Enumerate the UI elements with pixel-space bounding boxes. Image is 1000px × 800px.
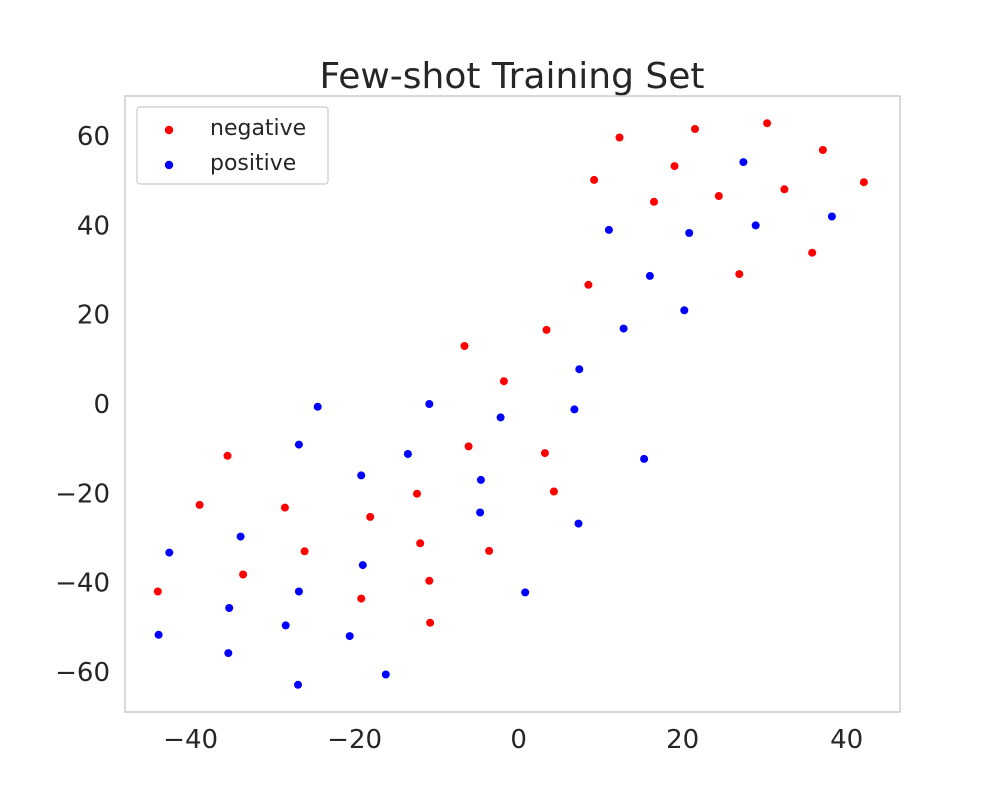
point-negative-1: [691, 125, 699, 133]
point-positive-19: [476, 508, 485, 517]
point-positive-1: [604, 225, 613, 234]
point-positive-23: [294, 587, 303, 596]
y-tick-label: 20: [77, 301, 110, 331]
data-points: [153, 119, 868, 689]
chart-title: Few-shot Training Set: [319, 56, 704, 97]
point-negative-23: [366, 512, 375, 521]
point-negative-13: [542, 325, 551, 334]
point-negative-24: [416, 539, 425, 548]
legend-marker-negative: [164, 125, 174, 135]
point-positive-30: [381, 670, 390, 679]
legend-label-positive: positive: [210, 151, 296, 176]
point-positive-11: [496, 413, 505, 422]
point-positive-8: [575, 365, 584, 374]
point-negative-5: [670, 162, 679, 171]
point-negative-4: [590, 175, 599, 184]
point-positive-20: [574, 519, 583, 528]
plot-area: [124, 95, 901, 713]
x-tick-label: −20: [327, 725, 382, 755]
point-negative-25: [300, 547, 309, 556]
y-axis-ticks: −60 −40 −20 0 20 40 60: [55, 122, 110, 688]
point-negative-29: [153, 587, 162, 596]
point-positive-6: [680, 306, 689, 315]
point-positive-15: [640, 454, 649, 463]
y-tick-label: −60: [55, 658, 110, 688]
x-tick-label: 40: [830, 725, 863, 755]
point-positive-7: [619, 324, 628, 333]
point-positive-9: [313, 402, 322, 411]
x-tick-label: −40: [163, 725, 218, 755]
point-negative-10: [808, 248, 817, 257]
point-negative-22: [280, 503, 289, 512]
y-tick-label: −40: [55, 569, 110, 599]
point-positive-17: [476, 475, 485, 484]
point-positive-0: [739, 158, 748, 167]
x-tick-label: 20: [666, 725, 699, 755]
point-positive-21: [165, 548, 174, 557]
legend: negative positive: [136, 106, 329, 185]
point-positive-12: [570, 405, 579, 414]
point-negative-31: [426, 618, 435, 627]
y-tick-label: 60: [77, 122, 110, 152]
point-positive-26: [281, 621, 290, 630]
point-positive-14: [403, 450, 412, 458]
point-negative-2: [763, 119, 772, 128]
point-negative-15: [499, 377, 508, 386]
point-negative-17: [464, 442, 473, 451]
point-negative-3: [818, 146, 827, 154]
point-positive-25: [225, 604, 234, 612]
point-positive-13: [294, 440, 303, 449]
point-positive-4: [827, 212, 836, 221]
point-negative-9: [859, 178, 868, 187]
legend-marker-positive: [164, 160, 174, 170]
point-negative-8: [780, 185, 789, 194]
x-axis-ticks: −40 −20 0 20 40: [163, 725, 863, 755]
point-positive-24: [521, 588, 530, 597]
y-tick-label: 40: [77, 211, 110, 241]
y-tick-label: 0: [93, 390, 110, 420]
point-negative-0: [615, 133, 624, 142]
point-negative-21: [195, 500, 204, 509]
point-positive-2: [685, 229, 694, 237]
point-positive-5: [645, 271, 654, 280]
point-negative-30: [357, 594, 366, 603]
point-negative-12: [584, 280, 593, 289]
point-positive-28: [345, 632, 354, 641]
point-positive-18: [236, 532, 245, 541]
point-negative-7: [714, 192, 723, 200]
point-positive-27: [154, 630, 163, 639]
point-negative-26: [485, 546, 494, 555]
point-positive-22: [358, 561, 367, 570]
point-negative-6: [650, 197, 658, 206]
legend-box: [136, 106, 329, 185]
point-positive-31: [294, 680, 302, 689]
point-negative-16: [223, 451, 232, 460]
y-tick-label: −20: [55, 479, 110, 509]
point-negative-19: [413, 489, 421, 498]
point-negative-28: [425, 576, 434, 585]
point-positive-10: [425, 400, 434, 408]
point-negative-27: [239, 570, 248, 579]
legend-label-negative: negative: [210, 116, 306, 141]
x-tick-label: 0: [510, 725, 527, 755]
point-negative-18: [540, 449, 549, 458]
point-negative-20: [549, 487, 558, 496]
point-positive-29: [224, 649, 233, 658]
point-positive-3: [751, 221, 760, 230]
point-negative-14: [460, 342, 469, 350]
point-negative-11: [735, 270, 744, 279]
point-positive-16: [357, 471, 366, 480]
